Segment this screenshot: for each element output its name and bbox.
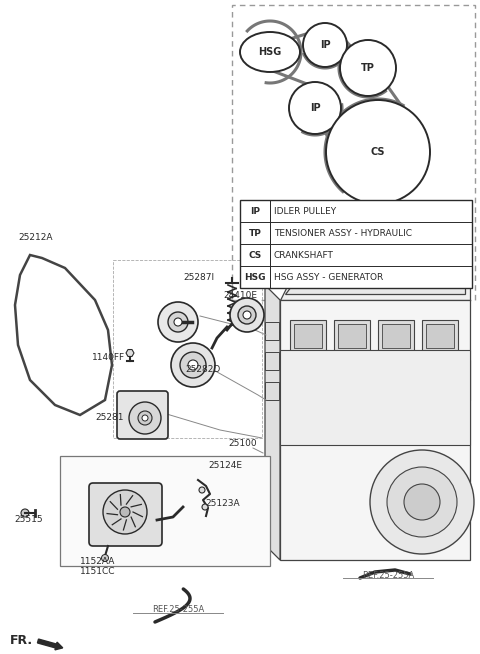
Text: 25124E: 25124E <box>208 460 242 470</box>
Bar <box>378 320 414 352</box>
Circle shape <box>340 40 396 96</box>
Text: 1140FF: 1140FF <box>92 353 125 362</box>
Text: 1151CC: 1151CC <box>80 568 116 576</box>
Circle shape <box>307 270 323 286</box>
Bar <box>265 352 279 370</box>
Bar <box>426 324 454 348</box>
Polygon shape <box>280 270 470 300</box>
Circle shape <box>21 509 29 517</box>
Circle shape <box>199 487 205 493</box>
Text: 25515: 25515 <box>14 515 43 523</box>
Bar <box>232 5 475 300</box>
Text: 24410E: 24410E <box>223 292 257 300</box>
Polygon shape <box>126 349 134 356</box>
Circle shape <box>411 281 419 288</box>
Text: REF.25-255A: REF.25-255A <box>152 606 204 615</box>
Circle shape <box>376 281 384 288</box>
Bar <box>60 456 270 566</box>
Bar <box>265 322 279 340</box>
Circle shape <box>370 450 474 554</box>
Circle shape <box>188 360 198 370</box>
Text: HSG: HSG <box>244 273 266 281</box>
Bar <box>265 382 279 400</box>
Circle shape <box>387 467 457 537</box>
Text: 25100: 25100 <box>228 439 257 449</box>
Circle shape <box>171 343 215 387</box>
Text: IP: IP <box>320 40 330 50</box>
FancyBboxPatch shape <box>89 483 162 546</box>
Circle shape <box>446 281 454 288</box>
Circle shape <box>238 306 256 324</box>
Circle shape <box>168 312 188 332</box>
FancyArrow shape <box>37 639 63 650</box>
Text: 25123A: 25123A <box>205 500 240 509</box>
Text: CRANKSHAFT: CRANKSHAFT <box>274 250 334 260</box>
Bar <box>422 320 458 352</box>
Text: HSG ASSY - GENERATOR: HSG ASSY - GENERATOR <box>274 273 383 281</box>
Text: FR.: FR. <box>10 634 33 647</box>
Text: REF.25-255A: REF.25-255A <box>362 570 414 579</box>
Ellipse shape <box>240 32 300 72</box>
Circle shape <box>289 82 341 134</box>
Text: CS: CS <box>248 250 262 260</box>
Circle shape <box>158 302 198 342</box>
Bar <box>294 324 322 348</box>
Text: 25282D: 25282D <box>185 366 220 375</box>
Circle shape <box>202 504 208 510</box>
Bar <box>290 320 326 352</box>
Polygon shape <box>265 285 280 560</box>
Text: TP: TP <box>361 63 375 73</box>
Circle shape <box>103 490 147 534</box>
Circle shape <box>341 281 348 288</box>
Circle shape <box>129 402 161 434</box>
Circle shape <box>138 411 152 425</box>
Circle shape <box>307 281 313 288</box>
Circle shape <box>243 311 251 319</box>
Bar <box>240 200 472 288</box>
Text: CS: CS <box>371 147 385 157</box>
Text: IDLER PULLEY: IDLER PULLEY <box>274 207 336 216</box>
Circle shape <box>174 318 182 326</box>
Circle shape <box>230 298 264 332</box>
Circle shape <box>101 555 108 562</box>
Bar <box>280 360 470 400</box>
Circle shape <box>120 507 130 517</box>
Text: HSG: HSG <box>258 47 282 57</box>
Bar <box>280 350 470 445</box>
Circle shape <box>303 23 347 67</box>
Text: 25212A: 25212A <box>18 233 52 241</box>
Circle shape <box>142 415 148 421</box>
Text: 25287I: 25287I <box>183 273 214 283</box>
Bar <box>382 324 410 348</box>
Text: TP: TP <box>249 228 262 237</box>
Text: IP: IP <box>310 103 320 113</box>
Text: IP: IP <box>250 207 260 216</box>
Text: 25281: 25281 <box>95 413 123 422</box>
Bar <box>334 320 370 352</box>
Circle shape <box>404 484 440 520</box>
Text: TENSIONER ASSY - HYDRAULIC: TENSIONER ASSY - HYDRAULIC <box>274 228 412 237</box>
Text: 1152AA: 1152AA <box>80 557 115 566</box>
Circle shape <box>326 100 430 204</box>
FancyBboxPatch shape <box>117 391 168 439</box>
Circle shape <box>180 352 206 378</box>
Polygon shape <box>285 274 465 294</box>
Bar <box>338 324 366 348</box>
Polygon shape <box>280 300 470 560</box>
